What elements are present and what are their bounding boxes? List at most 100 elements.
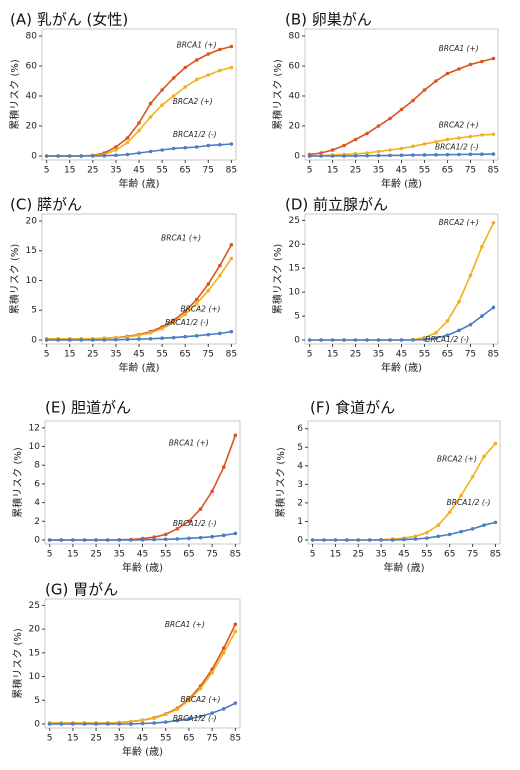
y-tick-label: 15 <box>26 246 37 256</box>
data-point <box>218 47 222 52</box>
data-point <box>94 722 98 726</box>
data-point <box>229 242 234 247</box>
y-tick-label: 10 <box>29 672 41 682</box>
data-point <box>493 520 498 525</box>
y-tick-label: 25 <box>29 601 40 611</box>
data-point <box>206 288 211 293</box>
data-point <box>470 527 475 531</box>
series-label: BRCA1/2 (-) <box>425 335 469 344</box>
data-point <box>330 148 335 152</box>
data-point <box>445 319 450 323</box>
x-tick-label: 55 <box>419 166 430 176</box>
data-point <box>114 337 118 342</box>
data-point <box>353 154 358 158</box>
x-axis-label: 年齢 (歳) <box>381 177 422 190</box>
data-point <box>183 312 187 317</box>
data-point <box>206 73 211 77</box>
data-point <box>114 145 118 149</box>
y-tick-label: 0 <box>34 536 40 546</box>
data-point <box>183 334 187 339</box>
x-tick-label: 75 <box>465 350 476 360</box>
data-point <box>175 718 180 723</box>
data-point <box>171 94 176 98</box>
data-point <box>198 686 203 691</box>
y-tick-label: 40 <box>289 92 301 102</box>
data-point <box>457 67 461 71</box>
series-label: BRCA2 (+) <box>180 305 220 314</box>
data-point <box>160 103 164 107</box>
y-tick-label: 2 <box>297 498 303 508</box>
data-point <box>129 722 133 726</box>
data-point <box>221 707 226 711</box>
x-tick-label: 5 <box>47 550 53 560</box>
x-axis-label: 年齢 (歳) <box>381 361 422 374</box>
data-point <box>365 131 369 136</box>
data-point <box>399 153 404 158</box>
y-tick-label: 25 <box>289 216 300 226</box>
data-point <box>105 538 110 542</box>
data-point <box>399 338 404 342</box>
plot-frame <box>44 598 241 729</box>
data-point <box>388 148 392 152</box>
x-tick-label: 25 <box>90 550 101 560</box>
data-point <box>148 337 153 341</box>
data-point <box>319 154 323 158</box>
data-point <box>148 115 153 119</box>
x-tick-label: 85 <box>226 166 237 176</box>
y-tick-label: 0 <box>31 152 37 162</box>
x-tick-label: 65 <box>183 550 194 560</box>
data-point <box>413 534 418 539</box>
data-point <box>457 136 461 140</box>
data-point <box>411 153 415 157</box>
data-point <box>468 62 473 67</box>
y-axis-label: 累積リスク (%) <box>11 628 24 699</box>
data-point <box>379 538 383 542</box>
data-point <box>140 721 145 726</box>
data-point <box>47 538 52 542</box>
data-point <box>342 154 346 158</box>
series-label: BRCA1 (+) <box>169 438 209 447</box>
chart-title: (F) 食道がん <box>310 399 395 417</box>
data-point <box>187 536 191 541</box>
x-tick-label: 75 <box>206 550 217 560</box>
data-point <box>102 153 107 158</box>
data-point <box>457 328 461 333</box>
series-label: BRCA1 (+) <box>177 40 217 49</box>
data-point <box>140 538 145 542</box>
data-point <box>470 475 475 479</box>
data-point <box>152 537 156 542</box>
data-point <box>411 144 415 149</box>
x-tick-label: 85 <box>230 550 241 560</box>
y-tick-label: 15 <box>289 264 300 274</box>
x-tick-label: 85 <box>230 734 241 744</box>
y-axis-label: 累積リスク (%) <box>271 59 284 130</box>
data-point <box>388 116 392 121</box>
y-tick-label: 6 <box>297 424 303 434</box>
y-tick-label: 10 <box>26 276 38 286</box>
data-point <box>491 56 496 61</box>
x-tick-label: 15 <box>327 166 338 176</box>
data-point <box>434 153 438 157</box>
data-point <box>365 151 369 155</box>
x-tick-label: 65 <box>442 166 453 176</box>
y-axis-label: 累積リスク (%) <box>11 447 24 518</box>
x-axis-label: 年齢 (歳) <box>384 561 425 574</box>
data-point <box>137 333 141 338</box>
data-point <box>218 331 222 336</box>
data-point <box>468 322 473 327</box>
data-point <box>210 711 214 715</box>
data-point <box>447 510 452 514</box>
x-tick-label: 35 <box>110 166 121 176</box>
y-tick-label: 80 <box>289 32 301 42</box>
x-tick-label: 5 <box>310 550 316 560</box>
y-tick-label: 20 <box>289 122 301 132</box>
data-point <box>137 337 141 341</box>
data-point <box>436 534 441 539</box>
data-point <box>413 537 418 541</box>
data-point <box>376 149 381 154</box>
data-point <box>160 336 164 341</box>
x-tick-label: 55 <box>421 550 432 560</box>
data-point <box>137 128 141 133</box>
data-point <box>229 65 234 70</box>
data-point <box>353 137 358 142</box>
